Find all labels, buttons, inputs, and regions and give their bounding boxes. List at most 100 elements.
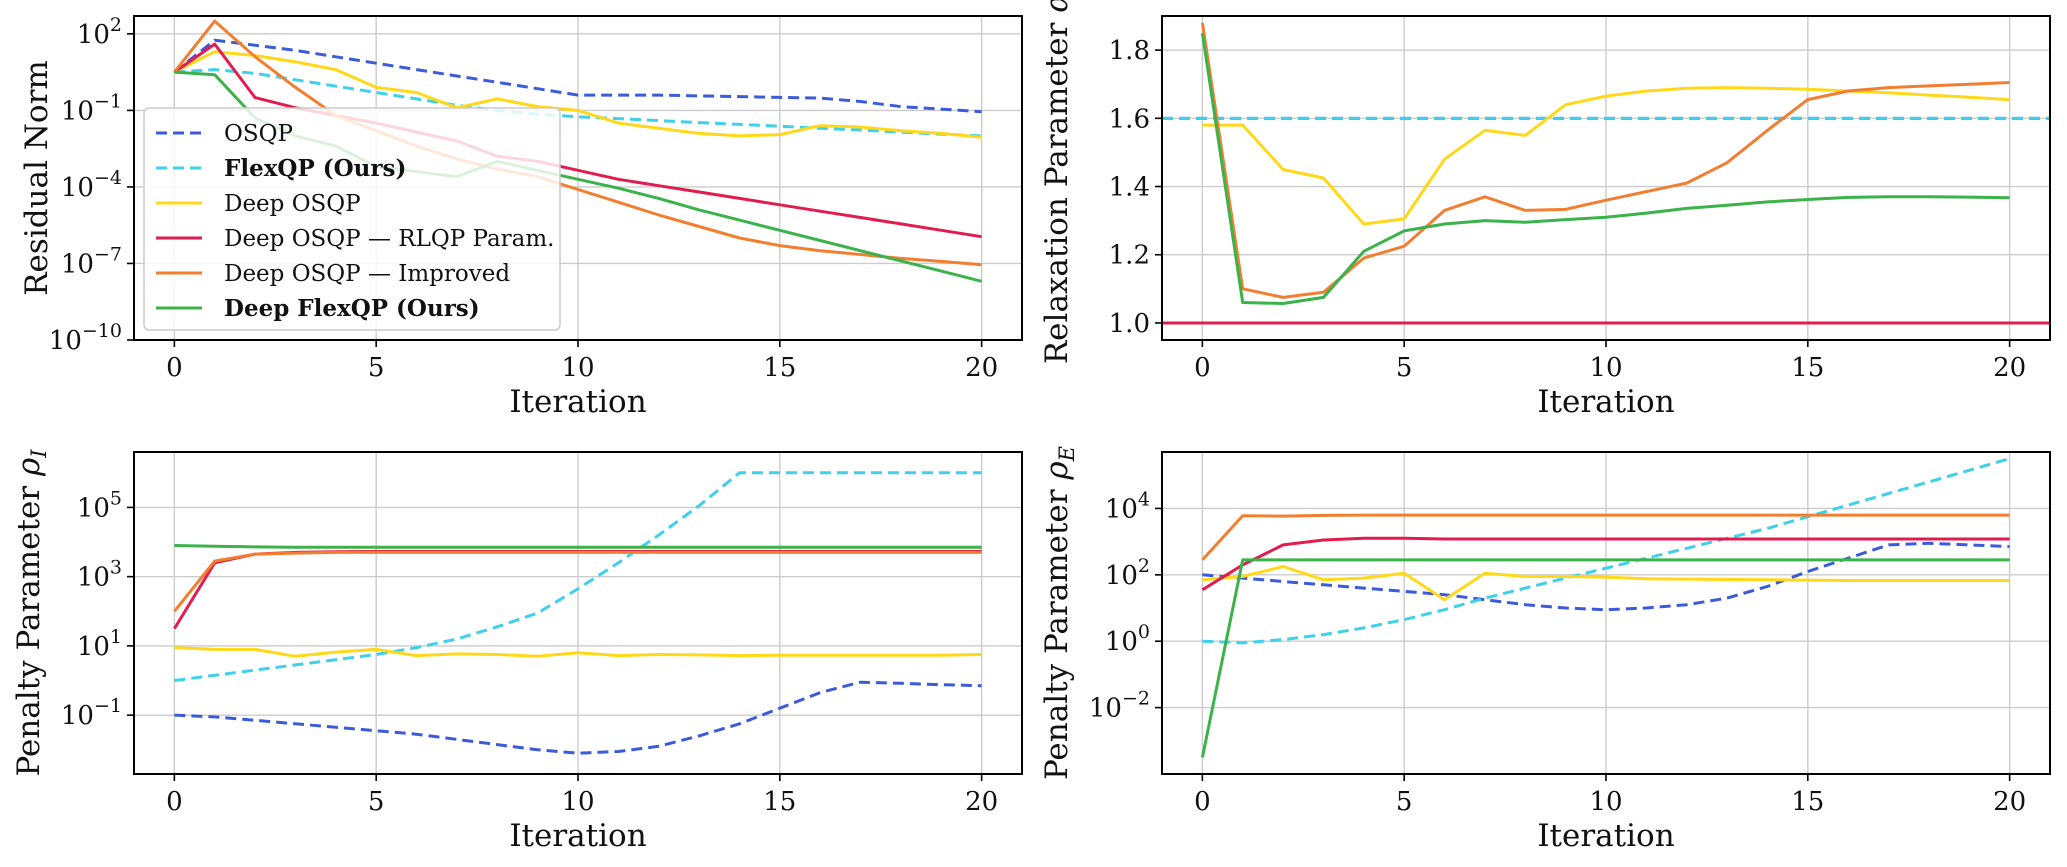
x-tick-label: 5 bbox=[1396, 353, 1413, 383]
tick-exponent: 5 bbox=[110, 487, 122, 509]
chart-panel-residual: 0 5 10 15 2010210−110−410−710−10IterationRes… bbox=[19, 14, 1023, 420]
y-tick-label: 102 bbox=[77, 14, 122, 50]
legend-label-deep-osqp-improved: Deep OSQP — Improved bbox=[224, 261, 510, 287]
series-line-deep-flexqp-ours bbox=[1200, 32, 2010, 305]
tick-base: 10 bbox=[1089, 694, 1122, 724]
x-tick-label: 5 bbox=[368, 353, 385, 383]
legend-label-deep-osqp-rlqp-param: Deep OSQP — RLQP Param. bbox=[224, 226, 554, 252]
y-axis-label: Penalty Parameter ρI bbox=[11, 449, 51, 777]
series-line-flexqp-ours bbox=[1202, 457, 2011, 645]
x-axis-label: Iteration bbox=[1537, 818, 1674, 854]
y-tick-label: 10−7 bbox=[61, 243, 122, 279]
tick-base: 10 bbox=[77, 20, 110, 50]
tick-exponent: 1 bbox=[110, 626, 122, 648]
series-line-deep-osqp bbox=[1202, 565, 2010, 602]
x-tick-label: 10 bbox=[561, 787, 594, 817]
tick-base: 10 bbox=[61, 173, 94, 203]
series-line-deep-osqp-improved bbox=[173, 550, 982, 613]
x-tick-label: 0 bbox=[1194, 787, 1211, 817]
plot-frame bbox=[1161, 15, 2051, 341]
x-tick-label: 20 bbox=[1993, 787, 2026, 817]
ylabel-text: Penalty Parameter bbox=[11, 476, 47, 776]
chart-panel-relaxation: 0 5 10 15 20 1.0 1.2 1.4 1.6 1.8 Iteration Relaxati… bbox=[1039, 0, 2051, 420]
x-tick-label: 15 bbox=[1791, 353, 1824, 383]
x-tick-label: 5 bbox=[1396, 787, 1413, 817]
plot-frame bbox=[133, 15, 1023, 341]
y-tick-label: 1.2 bbox=[1109, 241, 1150, 271]
tick-base: 10 bbox=[61, 249, 94, 279]
y-tick-label: 103 bbox=[77, 557, 122, 593]
tick-exponent: −1 bbox=[94, 695, 122, 717]
x-tick-label: 10 bbox=[1589, 787, 1622, 817]
x-tick-label: 10 bbox=[561, 353, 594, 383]
x-tick-label: 20 bbox=[965, 353, 998, 383]
y-tick-label: 100 bbox=[1105, 621, 1150, 657]
series-line-deep-osqp bbox=[1202, 86, 2010, 226]
x-tick-label: 15 bbox=[1791, 787, 1824, 817]
x-tick-label: 0 bbox=[166, 353, 183, 383]
series-line-flexqp-ours bbox=[174, 471, 982, 682]
tick-exponent: 2 bbox=[110, 14, 122, 36]
legend-label-osqp: OSQP bbox=[224, 121, 293, 147]
ylabel-symbol: ρ bbox=[11, 458, 47, 477]
tick-exponent: 4 bbox=[1138, 488, 1150, 510]
y-axis-label: Relaxation Parameter α bbox=[1039, 0, 1075, 364]
x-axis-label: Iteration bbox=[509, 818, 646, 854]
legend-label-flexqp-ours: FlexQP (Ours) bbox=[224, 155, 406, 182]
series-line-osqp bbox=[173, 38, 982, 114]
series-line-deep-osqp-improved bbox=[1201, 513, 2010, 561]
series-line-deep-flexqp-ours bbox=[174, 544, 982, 549]
y-tick-label: 1.0 bbox=[1109, 309, 1150, 339]
ylabel-subscript: E bbox=[1055, 446, 1079, 462]
x-tick-label: 5 bbox=[368, 787, 385, 817]
y-axis-label: Residual Norm bbox=[19, 60, 55, 296]
x-tick-label: 10 bbox=[1589, 353, 1622, 383]
legend-label-deep-osqp: Deep OSQP bbox=[224, 191, 361, 217]
ylabel-subscript: I bbox=[27, 449, 51, 459]
x-tick-label: 20 bbox=[965, 787, 998, 817]
tick-base: 10 bbox=[61, 96, 94, 126]
tick-base: 10 bbox=[77, 493, 110, 523]
x-tick-label: 20 bbox=[1993, 353, 2026, 383]
y-tick-label: 101 bbox=[77, 626, 122, 662]
x-tick-label: 15 bbox=[763, 353, 796, 383]
series-line-osqp bbox=[1202, 541, 2010, 612]
y-tick-label: 10−10 bbox=[49, 320, 122, 356]
x-tick-label: 0 bbox=[1194, 353, 1211, 383]
tick-base: 10 bbox=[77, 563, 110, 593]
series-line-deep-osqp bbox=[173, 50, 982, 139]
tick-exponent: 0 bbox=[1138, 621, 1150, 643]
series-line-osqp bbox=[174, 680, 982, 755]
tick-base: 10 bbox=[1105, 494, 1138, 524]
legend: OSQP FlexQP (Ours) Deep OSQP Deep OSQP — RL… bbox=[143, 107, 561, 331]
tick-base: 10 bbox=[77, 632, 110, 662]
tick-exponent: −1 bbox=[94, 90, 122, 112]
ylabel-text: Relaxation Parameter bbox=[1039, 13, 1075, 364]
x-tick-label: 15 bbox=[763, 787, 796, 817]
plot-frame bbox=[133, 451, 1023, 775]
tick-exponent: −10 bbox=[82, 320, 122, 342]
tick-exponent: −7 bbox=[94, 243, 122, 265]
y-tick-label: 102 bbox=[1105, 555, 1150, 591]
y-tick-label: 104 bbox=[1105, 488, 1150, 524]
y-tick-label: 10−2 bbox=[1089, 688, 1150, 724]
series-line-deep-flexqp-ours bbox=[1200, 558, 2010, 758]
y-tick-label: 10−1 bbox=[61, 695, 122, 731]
ylabel-symbol: ρ bbox=[1039, 461, 1075, 480]
series-line-deep-osqp bbox=[174, 646, 982, 658]
series-group bbox=[1162, 22, 2050, 325]
tick-exponent: 2 bbox=[1138, 555, 1150, 577]
y-tick-label: 1.6 bbox=[1109, 104, 1150, 134]
y-tick-label: 1.4 bbox=[1109, 173, 1150, 203]
tick-base: 10 bbox=[1105, 561, 1138, 591]
tick-base: 10 bbox=[1105, 627, 1138, 657]
tick-exponent: 3 bbox=[110, 557, 122, 579]
legend-label-deep-flexqp-ours: Deep FlexQP (Ours) bbox=[224, 295, 480, 322]
tick-base: 10 bbox=[49, 326, 82, 356]
plot-frame bbox=[1161, 451, 2051, 775]
y-axis-label: Penalty Parameter ρE bbox=[1039, 446, 1079, 780]
tick-base: 10 bbox=[61, 701, 94, 731]
y-tick-label: 10−1 bbox=[61, 90, 122, 126]
